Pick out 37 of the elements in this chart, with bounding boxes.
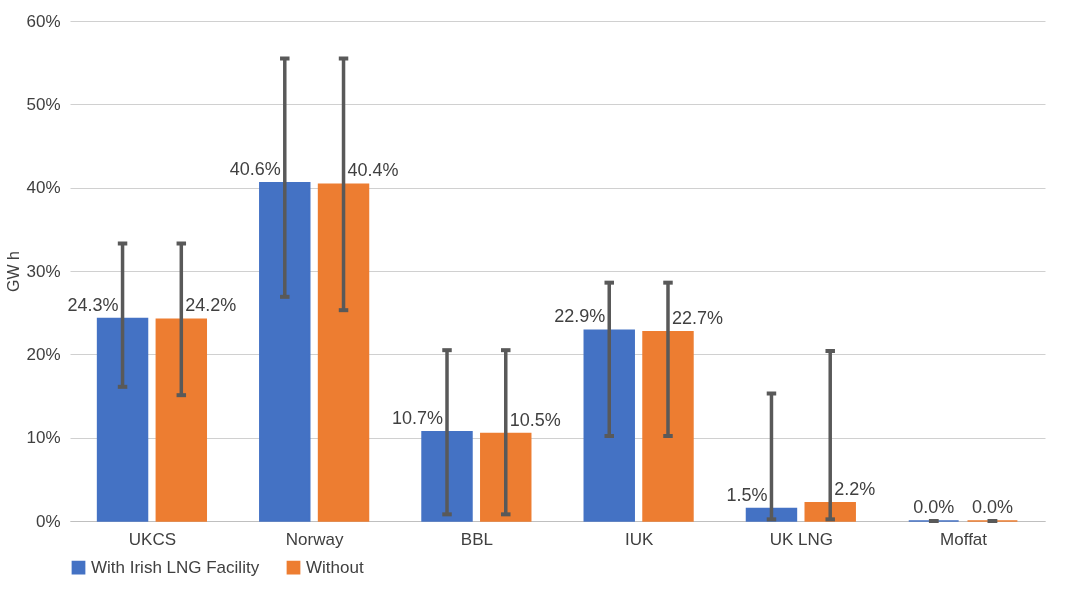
bar — [317, 183, 370, 522]
bar — [745, 507, 798, 522]
x-tick-label: UK LNG — [769, 529, 833, 549]
y-tick-label: 10% — [26, 428, 61, 448]
data-label: 40.4% — [347, 160, 399, 181]
y-tick-label: 50% — [26, 94, 61, 114]
x-tick-label: BBL — [460, 529, 493, 549]
data-label: 40.6% — [229, 158, 281, 179]
bar — [155, 318, 208, 522]
x-tick-label: Moffat — [940, 529, 988, 549]
bar — [642, 331, 694, 522]
data-label: 0.0% — [971, 497, 1013, 517]
bar — [259, 181, 311, 522]
data-label: 10.5% — [509, 409, 561, 430]
data-label: 22.9% — [554, 306, 606, 327]
y-tick-label: 60% — [26, 11, 61, 31]
legend-label: With Irish LNG Facility — [91, 557, 260, 577]
data-label: 24.3% — [67, 294, 119, 315]
y-tick-label: 40% — [26, 178, 61, 198]
x-tick-label: IUK — [624, 529, 654, 549]
data-label: 10.7% — [391, 407, 444, 428]
y-tick-label: 30% — [26, 261, 61, 281]
data-label: 1.5% — [726, 484, 768, 505]
data-label: 0.0% — [913, 497, 955, 517]
data-label: 24.2% — [185, 295, 237, 316]
bar — [421, 431, 473, 522]
bar — [583, 329, 635, 522]
y-tick-label: 20% — [26, 344, 61, 364]
y-tick-label: 0% — [35, 511, 61, 531]
data-label: 22.7% — [671, 307, 724, 328]
bar — [96, 317, 149, 522]
bar — [480, 432, 532, 522]
x-tick-label: Norway — [285, 529, 344, 549]
legend-label: Without — [306, 557, 364, 577]
data-label: 2.2% — [834, 478, 876, 499]
x-tick-label: UKCS — [128, 529, 177, 549]
y-axis-title: GW h — [5, 251, 23, 292]
